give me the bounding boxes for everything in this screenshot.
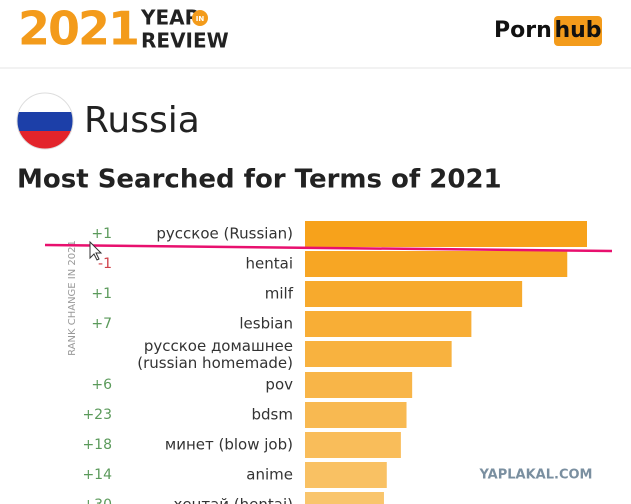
bar xyxy=(305,251,568,277)
flag-outline xyxy=(16,92,74,150)
bar xyxy=(305,221,587,247)
bar xyxy=(305,462,387,488)
rank-change: +30 xyxy=(82,497,112,504)
category-label: bdsm xyxy=(252,406,293,424)
category-label: anime xyxy=(246,466,293,484)
category-label: lesbian xyxy=(239,315,293,333)
rank-change: +14 xyxy=(82,467,112,483)
header-year-word: YEAR xyxy=(140,6,200,30)
rank-change: +1 xyxy=(91,226,112,242)
flag xyxy=(17,93,73,149)
category-label: русское (Russian) xyxy=(156,225,293,243)
rank-change: +6 xyxy=(91,377,112,393)
cursor xyxy=(89,240,103,261)
header-in-word: IN xyxy=(196,15,205,23)
category-label: минет (blow job) xyxy=(165,436,293,454)
axis-label: RANK CHANGE IN 2021 xyxy=(67,240,78,356)
header-review-word: REVIEW xyxy=(141,29,229,53)
bar xyxy=(305,492,384,504)
brand-box xyxy=(554,16,602,46)
category-label: hentai xyxy=(246,255,293,273)
annotation-line xyxy=(44,243,613,253)
rank-change: +23 xyxy=(82,407,112,423)
watermark-box xyxy=(462,463,612,485)
bar xyxy=(305,402,407,428)
rank-change: -1 xyxy=(98,256,112,272)
bar xyxy=(305,341,452,367)
rank-change: +7 xyxy=(91,316,112,332)
category-label: pov xyxy=(265,376,293,394)
rank-change: +18 xyxy=(82,437,112,453)
category-label: русское домашнее (russian homemade) xyxy=(137,337,293,372)
header-year: 2021 xyxy=(18,2,138,56)
bar xyxy=(305,432,401,458)
rank-change: +1 xyxy=(91,286,112,302)
watermark: YAPLAKAL.COM xyxy=(479,468,593,483)
rows: русское (Russian) +1 hentai -1 milf +1 lesbian… xyxy=(82,221,587,504)
category-label: хентай (hentai) xyxy=(173,496,293,504)
brand-right: hub xyxy=(554,18,601,43)
in-badge xyxy=(192,10,208,26)
country: Russia xyxy=(84,100,200,141)
brand-left: Porn xyxy=(494,18,552,43)
bar xyxy=(305,281,523,307)
bar xyxy=(305,311,472,337)
category-label: milf xyxy=(265,285,294,303)
chart-title: Most Searched for Terms of 2021 xyxy=(17,165,502,195)
bar xyxy=(305,372,413,398)
